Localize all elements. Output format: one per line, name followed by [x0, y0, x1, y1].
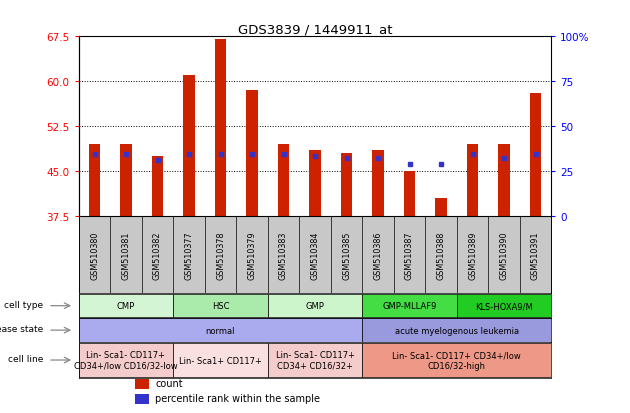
Text: GSM510388: GSM510388	[437, 231, 445, 280]
Bar	[372, 151, 384, 217]
Bar	[79, 294, 173, 318]
Bar	[362, 343, 551, 377]
Bar	[120, 145, 132, 217]
Text: cell line: cell line	[8, 354, 43, 363]
Text: GSM510385: GSM510385	[342, 231, 351, 280]
Text: GSM510390: GSM510390	[500, 231, 508, 280]
Bar	[173, 294, 268, 318]
Bar	[435, 199, 447, 217]
Bar	[404, 172, 415, 217]
Text: GMP: GMP	[306, 301, 324, 311]
Bar	[362, 294, 457, 318]
Text: GSM510387: GSM510387	[405, 231, 414, 280]
Bar	[457, 294, 551, 318]
Bar	[268, 294, 362, 318]
Text: GSM510379: GSM510379	[248, 231, 256, 280]
Text: cell type: cell type	[4, 300, 43, 309]
Bar	[278, 145, 289, 217]
Text: GSM510378: GSM510378	[216, 231, 225, 280]
Text: GSM510380: GSM510380	[90, 231, 99, 280]
Title: GDS3839 / 1449911_at: GDS3839 / 1449911_at	[238, 23, 392, 36]
Text: Lin- Sca1- CD117+
CD34+/low CD16/32-low: Lin- Sca1- CD117+ CD34+/low CD16/32-low	[74, 351, 178, 370]
Bar	[530, 94, 541, 217]
Bar	[173, 343, 268, 377]
Text: GMP-MLLAF9: GMP-MLLAF9	[382, 301, 437, 311]
Bar	[89, 145, 100, 217]
Text: GSM510382: GSM510382	[153, 231, 162, 280]
Bar	[341, 154, 352, 217]
Text: GSM510386: GSM510386	[374, 231, 382, 280]
Bar	[215, 40, 226, 217]
Text: GSM510383: GSM510383	[279, 231, 288, 280]
Text: Lin- Sca1+ CD117+: Lin- Sca1+ CD117+	[179, 356, 262, 365]
Bar	[135, 379, 149, 389]
Text: count: count	[156, 378, 183, 388]
Bar	[79, 343, 173, 377]
Text: Lin- Sca1- CD117+ CD34+/low
CD16/32-high: Lin- Sca1- CD117+ CD34+/low CD16/32-high	[392, 351, 521, 370]
Bar	[152, 157, 163, 217]
Text: disease state: disease state	[0, 325, 43, 334]
Text: GSM510389: GSM510389	[468, 231, 477, 280]
Text: GSM510391: GSM510391	[531, 231, 540, 280]
Text: GSM510381: GSM510381	[122, 231, 130, 280]
Bar	[309, 151, 321, 217]
Bar	[79, 318, 362, 342]
Text: CMP: CMP	[117, 301, 135, 311]
Bar	[268, 343, 362, 377]
Text: KLS-HOXA9/M: KLS-HOXA9/M	[475, 301, 533, 311]
Bar	[467, 145, 478, 217]
Text: HSC: HSC	[212, 301, 229, 311]
Text: Lin- Sca1- CD117+
CD34+ CD16/32+: Lin- Sca1- CD117+ CD34+ CD16/32+	[275, 351, 355, 370]
Text: percentile rank within the sample: percentile rank within the sample	[156, 393, 320, 403]
Text: acute myelogenous leukemia: acute myelogenous leukemia	[394, 326, 519, 335]
Bar	[498, 145, 510, 217]
Text: GSM510384: GSM510384	[311, 231, 319, 280]
Bar	[135, 394, 149, 404]
Bar	[246, 91, 258, 217]
Text: normal: normal	[206, 326, 235, 335]
Bar	[183, 76, 195, 217]
Text: GSM510377: GSM510377	[185, 231, 193, 280]
Bar	[362, 318, 551, 342]
